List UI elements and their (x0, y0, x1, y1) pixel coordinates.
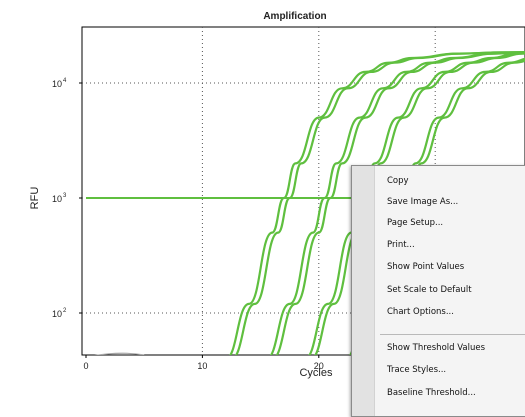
y-tick-label: 10 (52, 194, 62, 204)
menu-item-trace-styles[interactable]: Trace Styles... (387, 360, 446, 380)
x-tick-label: 20 (314, 361, 324, 371)
y-tick-label-exponent: 4 (63, 78, 67, 84)
menu-item-page-setup[interactable]: Page Setup... (387, 213, 443, 233)
y-tick-label: 10 (52, 79, 62, 89)
y-tick-label-exponent: 2 (63, 308, 67, 314)
x-tick-label: 10 (197, 361, 207, 371)
y-axis-label: RFU (29, 187, 41, 210)
chart-title: Amplification (263, 11, 326, 22)
y-tick-label: 10 (52, 309, 62, 319)
menu-item-chart-options[interactable]: Chart Options... (387, 302, 454, 322)
menu-item-set-scale-to-default[interactable]: Set Scale to Default (387, 280, 472, 300)
menu-item-print[interactable]: Print... (387, 235, 415, 255)
context-menu-gutter (352, 166, 375, 416)
menu-item-baseline-threshold[interactable]: Baseline Threshold... (387, 383, 476, 403)
menu-item-copy[interactable]: Copy (387, 171, 409, 191)
y-tick-label-exponent: 3 (63, 193, 67, 199)
menu-item-show-point-values[interactable]: Show Point Values (387, 257, 464, 277)
menu-separator (380, 334, 525, 335)
context-menu: Copy Save Image As... Page Setup... Prin… (351, 165, 525, 417)
menu-item-show-threshold-values[interactable]: Show Threshold Values (387, 338, 485, 358)
x-tick-label: 0 (83, 361, 88, 371)
menu-item-save-image-as[interactable]: Save Image As... (387, 192, 458, 212)
